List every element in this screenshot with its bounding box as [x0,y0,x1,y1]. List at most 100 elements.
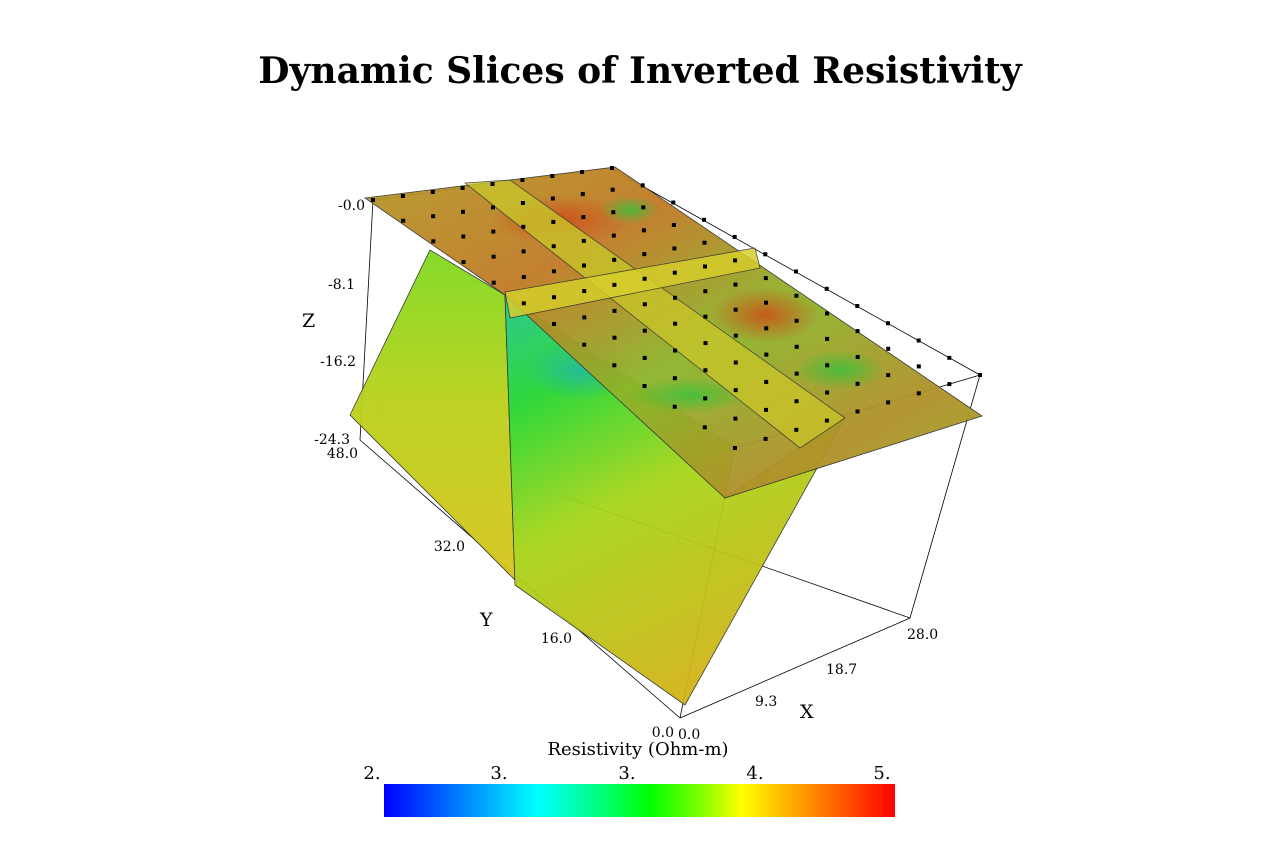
electrode-marker [580,170,585,174]
electrode-marker [794,427,799,432]
electrode-marker [733,360,738,365]
electrode-marker [763,276,768,281]
electrode-marker [886,373,891,378]
electrode-marker [947,355,952,360]
electrode-marker [824,286,829,291]
electrode-marker [401,218,406,223]
z-axis-ticks: -0.0 -8.1 -16.2 -24.3 [314,198,365,448]
colorbar-tick-label: 3. [618,763,635,784]
colorbar [384,784,895,817]
electrode-marker [794,399,799,404]
electrode-marker [611,210,616,215]
electrode-marker [794,318,799,323]
electrode-marker [764,326,769,331]
z-tick-label: -8.1 [328,277,355,293]
electrode-marker [764,300,768,305]
colorbar-label: Resistivity (Ohm-m) [547,739,728,760]
electrode-marker [642,276,647,281]
electrode-marker [551,219,556,224]
electrode-marker [642,302,647,307]
electrode-marker [550,196,555,201]
electrode-marker [641,228,646,233]
electrode-marker [552,295,556,300]
electrode-marker [703,314,708,319]
electrode-marker [642,384,647,388]
electrode-marker [733,388,738,393]
electrode-marker [978,373,982,377]
x-tick-label: 28.0 [907,627,938,643]
electrode-marker [732,235,737,239]
electrode-marker [855,304,860,308]
electrode-marker [702,217,706,222]
y-axis-ticks: 48.0 32.0 16.0 0.0 [327,446,674,741]
electrode-marker [491,205,495,210]
electrode-marker [491,280,496,285]
electrode-marker [947,382,952,387]
electrode-marker [733,446,737,450]
electrode-marker [581,238,586,243]
electrode-marker [430,190,435,194]
electrode-marker [400,194,405,198]
electrode-marker [612,282,617,287]
electrode-marker [825,336,830,341]
electrode-marker [521,224,526,229]
z-tick-label: -24.3 [314,432,350,448]
z-axis-label: Z [302,310,315,332]
electrode-marker [733,307,738,312]
electrode-marker [703,368,708,373]
electrode-marker [371,198,375,202]
x-tick-label: 9.3 [755,694,777,710]
x-axis-ticks: 0.0 9.3 18.7 28.0 [678,627,938,743]
electrode-marker [520,178,525,182]
electrode-marker [702,425,707,430]
electrode-marker [794,293,799,298]
y-tick-label: 0.0 [652,725,674,741]
electrode-marker [612,363,617,368]
electrode-marker [461,234,466,239]
electrode-marker [825,311,829,316]
electrode-marker [764,352,769,357]
electrode-marker [520,201,525,205]
electrode-marker [582,315,587,320]
electrode-marker [886,400,891,405]
electrode-marker [794,344,799,349]
x-tick-label: 0.0 [678,727,700,743]
electrode-marker [886,346,891,351]
electrode-marker [671,223,676,227]
electrode-marker [611,233,616,238]
electrode-marker [642,328,647,333]
electrode-marker [703,264,707,269]
electrode-marker [521,301,526,306]
colorbar-tick-label: 5. [873,763,890,784]
electrode-marker [581,215,586,220]
electrode-marker [825,390,830,395]
electrode-marker [673,348,678,353]
electrode-marker [673,295,677,300]
electrode-marker [460,186,465,190]
electrode-marker [642,252,647,257]
electrode-marker [580,192,585,197]
electrode-marker [461,209,465,214]
slice-x-wall [504,247,761,319]
electrode-marker [491,254,496,259]
colorbar-ticks: 2. 3. 3. 4. 5. [363,763,890,784]
electrode-marker [702,240,707,245]
y-tick-label: 32.0 [434,539,465,555]
electrode-marker [672,246,677,251]
electrode-marker [886,321,890,326]
electrode-marker [733,416,738,421]
electrode-marker [610,187,615,192]
electrode-marker [521,275,526,279]
electrode-marker [641,205,646,210]
electrode-marker [763,436,768,441]
colorbar-tick-label: 2. [363,763,380,784]
electrode-marker [431,214,436,219]
electrode-marker [582,342,587,347]
slice-left-face [349,249,516,582]
chart-title: Dynamic Slices of Inverted Resistivity [258,50,1022,92]
electrode-marker [550,174,555,178]
z-tick-label: -16.2 [320,354,356,370]
electrode-marker [763,252,768,257]
y-tick-label: 16.0 [541,631,572,647]
